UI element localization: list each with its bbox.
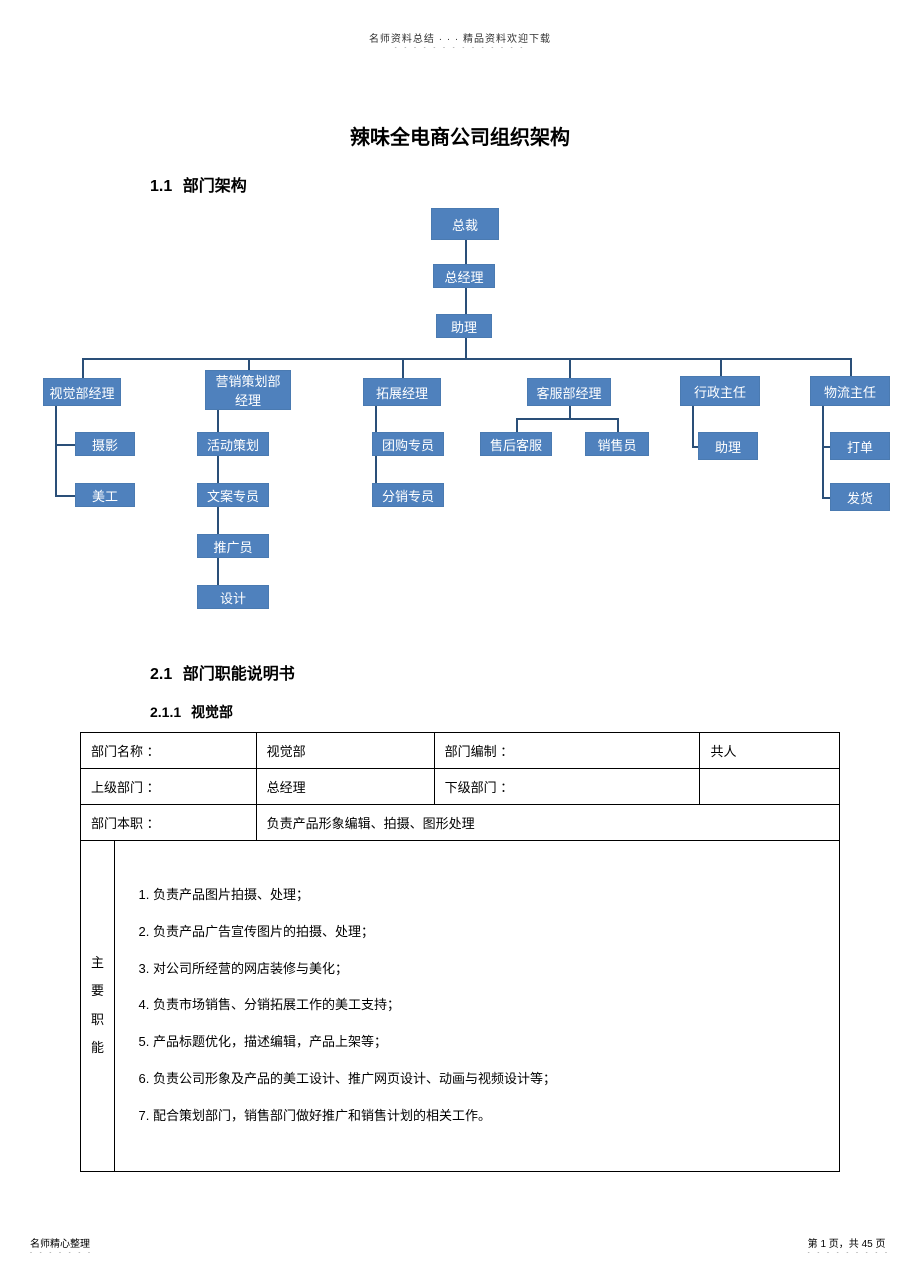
org-connector: [55, 444, 75, 446]
org-connector: [822, 406, 824, 497]
org-node-助理: 助理: [698, 432, 758, 460]
org-node-分销专员: 分销专员: [372, 483, 444, 507]
duty-item: 负责市场销售、分销拓展工作的美工支持；: [153, 995, 811, 1016]
org-node-文案专员: 文案专员: [197, 483, 269, 507]
footer-left: 名师精心整理 - - - - - - -: [30, 1235, 93, 1256]
org-connector: [720, 358, 722, 376]
duty-item: 负责公司形象及产品的美工设计、推广网页设计、动画与视频设计等；: [153, 1069, 811, 1090]
cell-superior-label: 上级部门 ：: [81, 769, 257, 805]
org-connector: [850, 358, 852, 376]
section-1-1: 1.1 部门架构: [150, 172, 920, 196]
org-node-biz: 拓展经理: [363, 378, 441, 406]
org-connector: [82, 358, 84, 378]
cell-role: 负责产品形象编辑、拍摄、图形处理: [256, 805, 839, 841]
org-node-ceo: 总裁: [431, 208, 499, 240]
org-node-团购专员: 团购专员: [372, 432, 444, 456]
org-connector: [516, 418, 619, 420]
page-title: 辣味全电商公司组织架构: [0, 121, 920, 150]
duty-item: 对公司所经营的网店装修与美化；: [153, 959, 811, 980]
header-dots: - - - - - - - - - - - - - -: [0, 45, 920, 51]
cell-headcount: 共人: [700, 733, 840, 769]
org-connector: [55, 406, 57, 495]
duty-item: 负责产品图片拍摄、处理；: [153, 885, 811, 906]
org-connector: [465, 240, 467, 264]
org-connector: [465, 338, 467, 358]
footer-right: 第 1 页，共 45 页 - - - - - - - - -: [808, 1235, 890, 1256]
duty-item: 配合策划部门，销售部门做好推广和销售计划的相关工作。: [153, 1106, 811, 1127]
duty-item: 负责产品广告宣传图片的拍摄、处理；: [153, 922, 811, 943]
cell-duties: 负责产品图片拍摄、处理； 负责产品广告宣传图片的拍摄、处理； 对公司所经营的网店装修…: [115, 841, 840, 1172]
org-connector: [55, 495, 75, 497]
section-2-1-1: 2.1.1 视觉部: [150, 702, 920, 722]
section-2-1: 2.1 部门职能说明书: [150, 660, 920, 684]
org-node-销售员: 销售员: [585, 432, 649, 456]
org-node-打单: 打单: [830, 432, 890, 460]
section-label: 视觉部: [191, 704, 233, 720]
org-connector: [402, 358, 404, 378]
org-node-mkt: 营销策划部经理: [205, 370, 291, 410]
dept-table: 部门名称 ： 视觉部 部门编制 ： 共人 上级部门 ： 总经理 下级部门 ： 部…: [80, 732, 840, 1172]
org-connector: [465, 288, 467, 314]
cell-sub-label: 下级部门 ：: [434, 769, 700, 805]
cell-dept-name: 视觉部: [256, 733, 434, 769]
section-label: 部门架构: [183, 178, 247, 195]
org-node-admin: 行政主任: [680, 376, 760, 406]
org-node-推广员: 推广员: [197, 534, 269, 558]
duties-side-label: 主要职能: [85, 949, 110, 1063]
cell-duties-side: 主要职能: [81, 841, 115, 1172]
org-node-摄影: 摄影: [75, 432, 135, 456]
org-connector: [822, 497, 830, 499]
org-connector: [692, 406, 694, 446]
org-node-svc: 客服部经理: [527, 378, 611, 406]
cell-sub: [700, 769, 840, 805]
org-node-美工: 美工: [75, 483, 135, 507]
cell-dept-name-label: 部门名称 ：: [81, 733, 257, 769]
org-connector: [617, 418, 619, 432]
org-connector: [248, 358, 250, 370]
org-connector: [692, 446, 698, 448]
section-label: 部门职能说明书: [183, 666, 295, 683]
section-number: 1.1: [150, 178, 172, 195]
org-node-设计: 设计: [197, 585, 269, 609]
section-number: 2.1: [150, 666, 172, 683]
org-node-visual: 视觉部经理: [43, 378, 121, 406]
cell-superior: 总经理: [256, 769, 434, 805]
org-node-活动策划: 活动策划: [197, 432, 269, 456]
org-node-发货: 发货: [830, 483, 890, 511]
org-node-gm: 总经理: [433, 264, 495, 288]
org-node-售后客服: 售后客服: [480, 432, 552, 456]
org-connector: [82, 358, 852, 360]
section-number: 2.1.1: [150, 704, 181, 720]
org-connector: [516, 418, 518, 432]
page-header: 名师资料总结 · · · 精品资料欢迎下载: [0, 0, 920, 45]
org-node-log: 物流主任: [810, 376, 890, 406]
cell-role-label: 部门本职 ：: [81, 805, 257, 841]
org-connector: [569, 358, 571, 378]
org-connector: [822, 446, 830, 448]
org-chart: 总裁总经理助理视觉部经理摄影美工营销策划部经理活动策划文案专员推广员设计拓展经理…: [10, 208, 910, 638]
org-connector: [569, 406, 571, 418]
cell-headcount-label: 部门编制 ：: [434, 733, 700, 769]
org-node-asst: 助理: [436, 314, 492, 338]
duty-item: 产品标题优化，描述编辑，产品上架等；: [153, 1032, 811, 1053]
